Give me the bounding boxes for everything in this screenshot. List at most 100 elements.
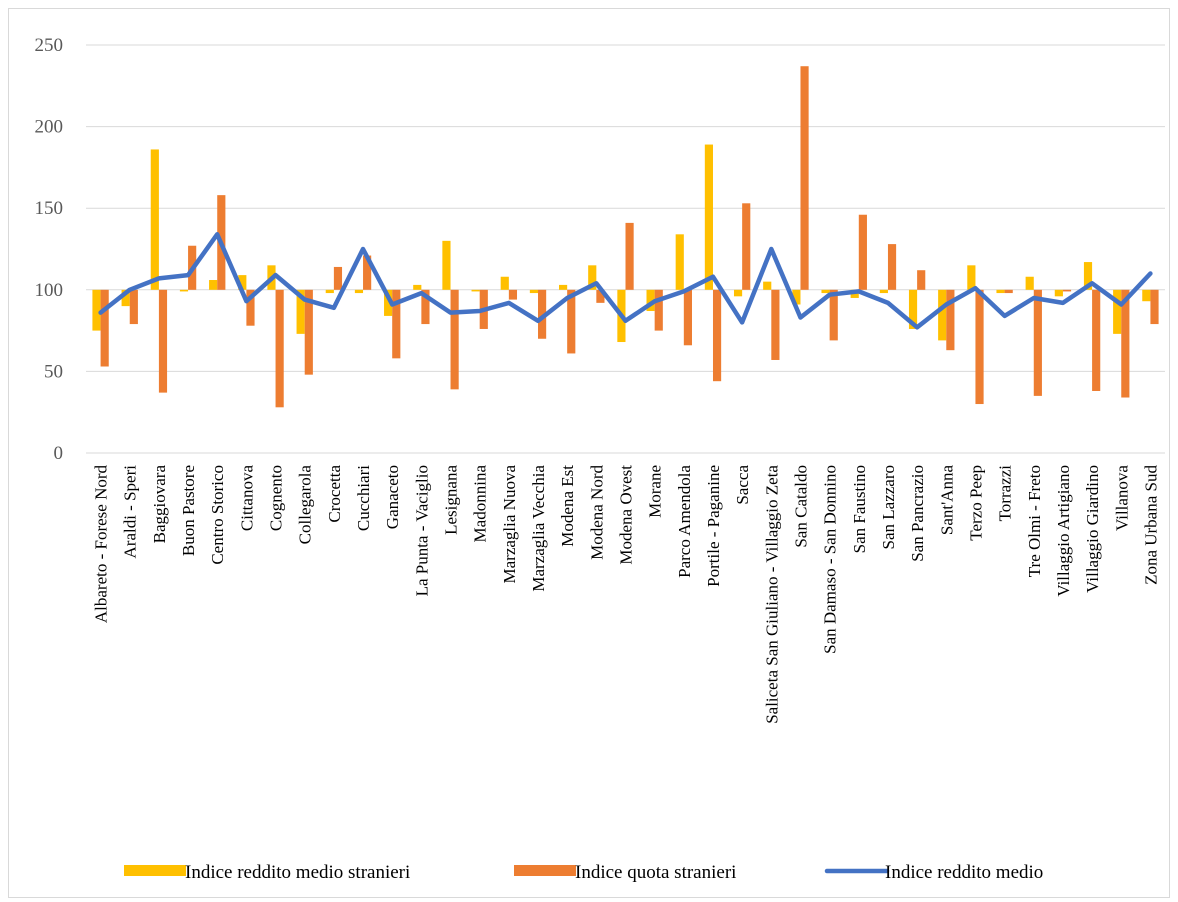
bar-quota-stranieri-19 xyxy=(654,289,663,331)
bar-reddito-medio-stranieri-4 xyxy=(209,280,218,290)
x-tick-label-8: Crocetta xyxy=(325,465,344,523)
x-tick-label-6: Cognento xyxy=(267,465,286,531)
x-tick-label-20: Parco Amendola xyxy=(675,465,694,578)
bar-reddito-medio-stranieri-21 xyxy=(704,144,713,290)
bar-quota-stranieri-15 xyxy=(538,289,547,339)
bar-reddito-medio-stranieri-15 xyxy=(529,289,539,294)
x-tick-label-7: Collegarola xyxy=(296,465,315,545)
x-tick-label-15: Marzaglia Vecchia xyxy=(529,465,548,592)
bar-quota-stranieri-10 xyxy=(392,289,401,359)
bar-quota-stranieri-22 xyxy=(742,203,751,290)
bar-reddito-medio-stranieri-28 xyxy=(908,289,918,329)
bar-reddito-medio-stranieri-22 xyxy=(733,289,743,297)
x-tick-label-12: Lesignana xyxy=(442,465,461,535)
bar-reddito-medio-stranieri-14 xyxy=(500,276,509,290)
bar-quota-stranieri-28 xyxy=(917,270,926,290)
y-tick-label-250: 250 xyxy=(35,35,64,56)
x-axis: Albareto - Forese Nord Araldi - Speri Bagg… xyxy=(92,465,1161,724)
bar-reddito-medio-stranieri-19 xyxy=(646,289,655,312)
bar-reddito-medio-stranieri-9 xyxy=(354,289,364,294)
x-tick-label-26: San Faustino xyxy=(850,465,869,553)
legend-label-reddito-medio-stranieri: Indice reddito medio stranieri xyxy=(185,862,410,883)
bar-quota-stranieri-7 xyxy=(304,289,313,375)
legend-swatch-quota-stranieri xyxy=(514,865,576,876)
x-tick-label-22: Sacca xyxy=(733,465,752,505)
x-tick-label-18: Modena Ovest xyxy=(617,465,636,565)
bar-reddito-medio-stranieri-12 xyxy=(442,240,451,290)
bar-layer xyxy=(92,66,1159,408)
x-tick-label-4: Centro Storico xyxy=(208,465,227,565)
x-tick-label-35: Villanova xyxy=(1112,465,1131,531)
bar-reddito-medio-stranieri-34 xyxy=(1083,262,1093,290)
x-tick-label-21: Portile - Paganine xyxy=(704,465,723,587)
x-tick-label-5: Cittanova xyxy=(237,465,256,532)
bar-quota-stranieri-32 xyxy=(1033,289,1042,396)
bar-quota-stranieri-18 xyxy=(625,222,634,290)
x-tick-label-17: Modena Nord xyxy=(587,465,606,560)
bar-quota-stranieri-24 xyxy=(800,66,809,290)
legend: Indice reddito medio stranieri Indice qu… xyxy=(124,862,1043,883)
bar-quota-stranieri-20 xyxy=(683,289,692,346)
bar-reddito-medio-stranieri-30 xyxy=(967,265,976,290)
x-tick-label-10: Ganaceto xyxy=(383,465,402,529)
bar-reddito-medio-stranieri-0 xyxy=(92,289,101,331)
bar-reddito-medio-stranieri-29 xyxy=(938,289,947,341)
x-tick-label-23: Saliceta San Giuliano - Villaggio Zeta xyxy=(762,465,781,724)
bar-reddito-medio-stranieri-24 xyxy=(792,289,801,305)
bar-quota-stranieri-21 xyxy=(712,289,722,382)
bar-reddito-medio-stranieri-25 xyxy=(821,289,830,294)
y-tick-label-100: 100 xyxy=(35,280,64,301)
bar-reddito-medio-stranieri-33 xyxy=(1054,289,1063,297)
y-tick-label-150: 150 xyxy=(35,198,64,219)
bar-quota-stranieri-26 xyxy=(858,214,867,290)
y-tick-label-0: 0 xyxy=(54,443,64,464)
bar-reddito-medio-stranieri-5 xyxy=(238,275,247,290)
bar-quota-stranieri-14 xyxy=(508,289,518,300)
bar-quota-stranieri-0 xyxy=(100,289,109,367)
bar-reddito-medio-stranieri-10 xyxy=(384,289,393,316)
line-layer xyxy=(98,232,1153,330)
bar-reddito-medio-stranieri-36 xyxy=(1142,289,1151,302)
chart-frame: 0 50 100 150 200 250 Albareto - Forese Nord Ar… xyxy=(8,8,1170,898)
x-tick-label-28: San Pancrazio xyxy=(908,465,927,562)
bar-reddito-medio-stranieri-8 xyxy=(325,289,334,294)
x-tick-label-36: Zona Urbana Sud xyxy=(1141,465,1160,585)
bar-quota-stranieri-30 xyxy=(975,289,984,405)
bar-quota-stranieri-23 xyxy=(771,289,780,360)
x-tick-label-1: Araldi - Speri xyxy=(121,465,140,559)
x-tick-label-32: Tre Olmi - Freto xyxy=(1025,465,1044,577)
x-tick-label-25: San Damaso - San Donnino xyxy=(821,465,840,654)
x-tick-label-13: Madonnina xyxy=(471,465,490,543)
bar-reddito-medio-stranieri-20 xyxy=(675,234,684,290)
x-tick-label-27: San Lazzaro xyxy=(879,465,898,549)
bar-reddito-medio-stranieri-31 xyxy=(996,289,1005,294)
bar-quota-stranieri-36 xyxy=(1150,289,1159,325)
bar-quota-stranieri-16 xyxy=(567,289,576,354)
bar-reddito-medio-stranieri-17 xyxy=(588,265,597,290)
bar-reddito-medio-stranieri-16 xyxy=(559,284,568,290)
legend-label-quota-stranieri: Indice quota stranieri xyxy=(575,862,736,883)
bar-quota-stranieri-11 xyxy=(421,289,430,325)
x-tick-label-2: Baggiovara xyxy=(150,465,169,544)
x-tick-label-16: Modena Est xyxy=(558,465,577,547)
bar-reddito-medio-stranieri-1 xyxy=(121,289,130,307)
x-tick-label-9: Cucchiari xyxy=(354,465,373,531)
bar-quota-stranieri-25 xyxy=(829,289,838,341)
bar-quota-stranieri-1 xyxy=(129,289,138,325)
bar-quota-stranieri-34 xyxy=(1092,289,1101,391)
x-tick-label-30: Terzo Peep xyxy=(966,465,985,541)
bar-quota-stranieri-31 xyxy=(1004,289,1013,294)
bar-reddito-medio-stranieri-3 xyxy=(179,289,189,292)
bar-quota-stranieri-27 xyxy=(887,244,897,290)
bar-reddito-medio-stranieri-7 xyxy=(296,289,305,334)
bar-quota-stranieri-8 xyxy=(333,266,343,290)
bar-quota-stranieri-29 xyxy=(946,289,955,351)
bar-quota-stranieri-6 xyxy=(275,289,284,408)
legend-label-reddito-medio: Indice reddito medio xyxy=(885,862,1043,883)
bar-reddito-medio-stranieri-2 xyxy=(150,149,159,290)
bar-quota-stranieri-35 xyxy=(1121,289,1130,398)
y-tick-label-50: 50 xyxy=(44,361,63,382)
bar-quota-stranieri-33 xyxy=(1062,289,1072,292)
bar-quota-stranieri-17 xyxy=(596,289,605,303)
x-tick-label-24: San Cataldo xyxy=(791,465,810,548)
